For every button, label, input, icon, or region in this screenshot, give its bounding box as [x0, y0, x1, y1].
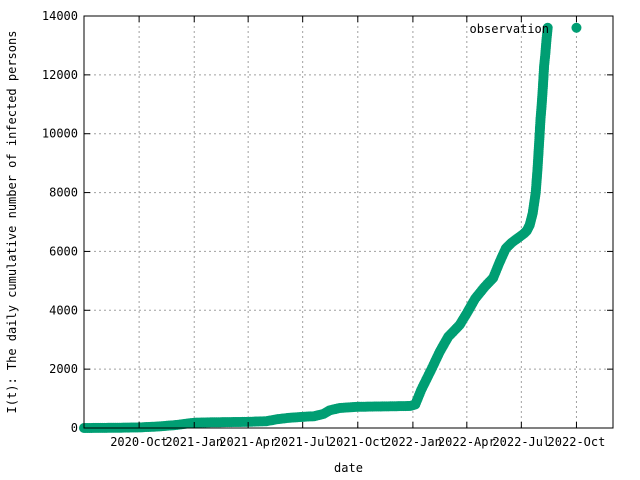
x-tick-label: 2021-Apr [219, 435, 277, 449]
y-tick-label: 8000 [49, 186, 78, 200]
grid [84, 16, 613, 428]
y-tick-label: 2000 [49, 362, 78, 376]
y-axis-label: I(t): The daily cumulative number of inf… [5, 31, 19, 414]
y-tick-label: 6000 [49, 244, 78, 258]
x-tick-label: 2020-Oct [110, 435, 168, 449]
y-tick-label: 10000 [42, 127, 78, 141]
x-tick-label: 2021-Jan [165, 435, 223, 449]
x-tick-label: 2021-Oct [329, 435, 387, 449]
x-tick-labels: 2020-Oct2021-Jan2021-Apr2021-Jul2021-Oct… [110, 435, 605, 449]
y-tick-label: 12000 [42, 68, 78, 82]
x-tick-label: 2022-Apr [438, 435, 496, 449]
x-tick-label: 2022-Jan [384, 435, 442, 449]
y-tick-label: 14000 [42, 9, 78, 23]
data-point [542, 22, 553, 33]
plot-frame [83, 15, 614, 429]
x-tick-label: 2022-Jul [492, 435, 550, 449]
legend-marker [571, 22, 582, 33]
y-tick-label: 4000 [49, 303, 78, 317]
x-tick-label: 2021-Jul [274, 435, 332, 449]
x-axis-label: date [334, 461, 363, 475]
y-tick-label: 0 [71, 421, 78, 435]
legend: observation [470, 22, 582, 36]
y-tick-labels: 0 2000 4000 6000 8000 10000 12000 14000 [42, 9, 78, 435]
x-tick-label: 2022-Oct [548, 435, 606, 449]
tick-marks [84, 15, 613, 429]
observation-series [79, 22, 553, 433]
legend-label: observation [470, 22, 549, 36]
